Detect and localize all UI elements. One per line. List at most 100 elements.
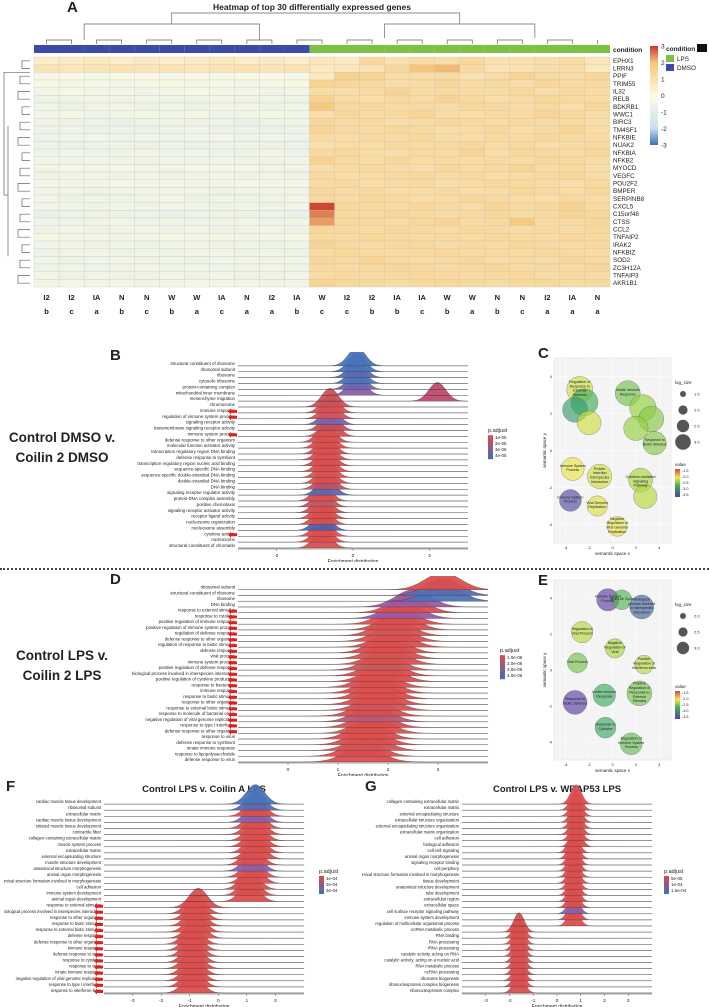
heatmap-cell <box>434 217 460 226</box>
ridge-density <box>461 881 653 902</box>
red-arrow-marker <box>228 531 237 538</box>
heatmap-cell <box>259 187 285 196</box>
ridge-density <box>237 624 489 642</box>
heatmap-cell <box>159 179 185 188</box>
condition-cell <box>209 45 235 53</box>
heatmap-cell <box>484 95 510 104</box>
ridge-row-label: signaling receptor activity <box>186 420 236 425</box>
heatmap-cell <box>534 202 561 211</box>
heatmap-cell <box>359 210 385 219</box>
heatmap-cell <box>359 102 385 111</box>
bubble-label: External <box>633 695 646 699</box>
sample-label-bottom: a <box>545 307 550 316</box>
bubble-label: Response <box>620 392 636 396</box>
ridge-density <box>461 912 653 933</box>
heatmap-cell <box>184 210 210 219</box>
heatmap-cell <box>83 118 110 127</box>
sample-label-top: N <box>144 293 149 302</box>
ridge-row-label: transcription regulatory region nucleic … <box>137 461 235 466</box>
condition-cell <box>284 45 310 53</box>
heatmap-cell <box>384 217 410 226</box>
sample-label-bottom: c <box>420 307 424 316</box>
bubble-y-tick-label: 0 <box>550 449 552 453</box>
row-dendrogram-leaf <box>17 91 30 100</box>
heatmap-cell <box>434 171 460 180</box>
heatmap-cell <box>334 56 360 65</box>
ridge-density <box>461 967 653 988</box>
color-scale-tick: 2 <box>661 60 665 67</box>
heatmap-cell <box>234 279 260 288</box>
ridge-row-label: cardiac muscle tissue development <box>36 817 102 822</box>
ridge-row-label: nucleosome organization <box>186 520 235 525</box>
bubble-point <box>607 516 628 537</box>
ridge-row-label: positive regulation of defense response <box>159 665 236 670</box>
heatmap-cell <box>83 164 110 173</box>
heatmap-cell <box>83 248 110 257</box>
bubble-label: Regulation of <box>629 686 650 690</box>
heatmap-cell <box>284 210 310 219</box>
heatmap-cell <box>184 72 210 81</box>
heatmap-cell <box>459 194 485 203</box>
heatmap-cell <box>509 79 535 88</box>
condition-legend-title: condition <box>666 46 695 53</box>
heatmap-cell <box>284 102 310 111</box>
ridge-density <box>237 470 469 490</box>
bubble-point <box>620 732 643 755</box>
gene-label: BDKRB1 <box>613 104 639 111</box>
heatmap-cell <box>259 210 285 219</box>
bubble-point <box>626 680 653 707</box>
ridge-x-axis-label: Enrichment distribution <box>532 1004 583 1007</box>
heatmap-cell <box>584 194 611 203</box>
heatmap-cell <box>334 256 360 265</box>
ridge-density <box>461 802 653 823</box>
red-arrow-marker <box>228 688 237 695</box>
dendrogram-leaf-pair <box>46 39 72 44</box>
heatmap-cell <box>209 125 235 134</box>
row-dendrogram <box>3 60 30 284</box>
ridge-density <box>103 808 305 829</box>
ridge-density <box>237 523 469 543</box>
sample-label-top: N <box>119 293 124 302</box>
ridge-row-label: defense response to virus <box>53 951 101 956</box>
bubble-label: Regulation of <box>571 627 592 631</box>
heatmap-cell <box>58 102 85 111</box>
side-label-lps-line2: Coilin 2 LPS <box>22 668 102 683</box>
heatmap-cell <box>584 210 611 219</box>
bubble-size-legend-value: 2.5 <box>694 424 700 429</box>
heatmap-cell <box>409 56 435 65</box>
gene-label: MYOCD <box>613 165 637 172</box>
heatmap-cell <box>409 240 435 249</box>
ridge-x-tick-label: 2 <box>428 553 431 559</box>
bubble-value-legend-value: -3.5 <box>682 493 689 497</box>
heatmap-cell <box>58 156 85 165</box>
condition-cell <box>559 45 585 53</box>
heatmap-cell <box>259 95 285 104</box>
ridge-row-label: innate immune response <box>55 970 102 975</box>
red-arrow-marker <box>228 717 237 724</box>
heatmap-cell <box>509 102 535 111</box>
heatmap-cell <box>584 141 611 150</box>
heatmap-cell <box>309 87 335 96</box>
heatmap-cell <box>259 240 285 249</box>
gene-label: TNFAIP3 <box>613 272 639 279</box>
heatmap-cell <box>83 156 110 165</box>
sample-label-bottom: c <box>220 307 224 316</box>
heatmap-cell <box>83 217 110 226</box>
panel-letter-d: D <box>110 571 121 588</box>
heatmap-cell <box>534 210 561 219</box>
heatmap-cell <box>334 240 360 249</box>
heatmap-cell <box>359 194 385 203</box>
bubble-label: Viral Process <box>572 631 593 635</box>
heatmap-cell <box>134 79 160 88</box>
heatmap-cell <box>33 141 60 150</box>
heatmap-cell <box>359 64 385 73</box>
ridge-row-label: positive regulation of immune response <box>159 619 236 624</box>
red-arrow-marker <box>228 636 237 643</box>
condition-legend-swatch <box>666 55 674 62</box>
heatmap-cell <box>83 202 110 211</box>
ridge-x-tick-label: -1 <box>531 998 536 1004</box>
ridge-legend-value: 3e-04 <box>326 888 338 893</box>
heatmap-cell <box>534 118 561 127</box>
row-dendrogram-leaf <box>19 75 30 85</box>
heatmap-cell <box>409 125 435 134</box>
